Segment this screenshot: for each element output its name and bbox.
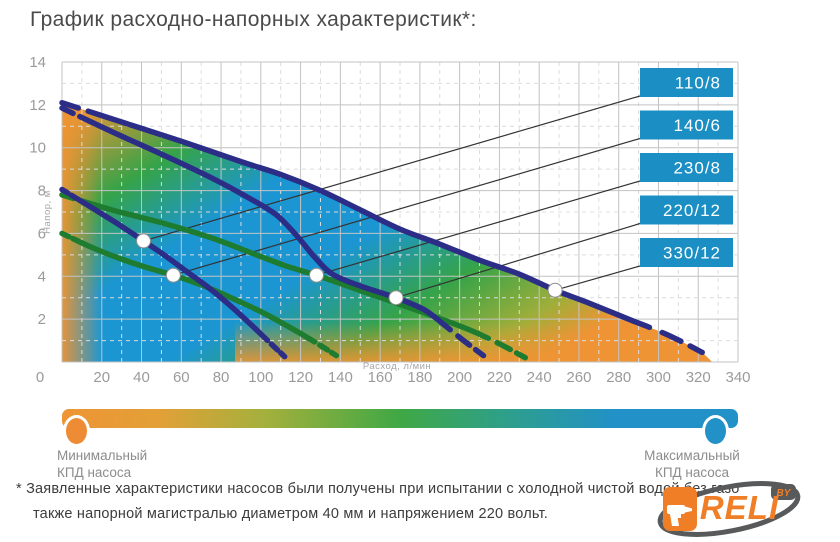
x-tick-label: 200 — [447, 369, 472, 386]
operating-point-dot — [136, 233, 152, 249]
x-tick-label: 100 — [248, 369, 273, 386]
x-tick-label: 180 — [407, 369, 432, 386]
x-tick-label: 160 — [368, 369, 393, 386]
x-axis-label: Расход, л/мин — [363, 361, 431, 372]
y-tick-label: 8 — [38, 183, 46, 200]
x-tick-label: 40 — [133, 369, 150, 386]
y-tick-label: 2 — [38, 311, 46, 328]
footnote-line-1: * Заявленные характеристики насосов были… — [16, 481, 740, 497]
operating-point-dot — [547, 282, 563, 298]
pump-label-text: 220/12 — [663, 201, 721, 220]
pump-label-box — [640, 238, 733, 267]
pump-curve-220/12 — [59, 105, 487, 359]
callout-line — [395, 222, 641, 299]
x-tick-label: 20 — [93, 369, 110, 386]
max-efficiency-line1: Максимальный — [644, 448, 740, 463]
logo-swoosh: BY — [657, 481, 801, 537]
x-tick-label: 120 — [288, 369, 313, 386]
flow-head-chart: 0 20 40 60 80 100 120 140 160 180 200 220 240 260 280 3… — [29, 54, 750, 386]
min-efficiency-line2: КПД насоса — [57, 465, 132, 480]
callout-line — [554, 265, 641, 291]
pump-label-box — [640, 110, 733, 140]
x-tick-label: 140 — [328, 369, 353, 386]
pump-label-text: 110/8 — [675, 74, 721, 93]
x-tick-label: 80 — [213, 369, 230, 386]
min-efficiency-label: Минимальный КПД насоса — [57, 447, 147, 481]
pump-label-text: 330/12 — [663, 244, 721, 263]
y-axis-label: Напор, м — [42, 190, 53, 234]
y-tick-label: 4 — [38, 268, 46, 285]
x-tick-label: 0 — [36, 369, 44, 386]
pump-label-text: 230/8 — [673, 159, 721, 178]
x-tick-label: 320 — [686, 369, 711, 386]
pump-label-box — [640, 153, 733, 182]
x-tick-label: 60 — [173, 369, 190, 386]
y-tick-label: 10 — [29, 140, 46, 157]
operating-point-dot — [308, 267, 324, 283]
dreli-logo: BY DRELI — [653, 477, 805, 539]
min-efficiency-line1: Минимальный — [57, 448, 148, 463]
x-tick-label: 260 — [566, 369, 591, 386]
efficiency-gradient-bar — [62, 409, 738, 428]
x-tick-label: 220 — [487, 369, 512, 386]
pump-curve-110/8 — [59, 186, 288, 360]
x-tick-label: 300 — [646, 369, 671, 386]
operating-point-dot — [388, 290, 404, 306]
y-tick-label: 12 — [29, 97, 46, 114]
x-tick-label: 340 — [725, 369, 750, 386]
callout-line — [143, 95, 641, 242]
x-tick-label: 240 — [527, 369, 552, 386]
pump-label-box — [640, 68, 733, 97]
min-efficiency-dot — [63, 415, 90, 447]
max-efficiency-dot — [702, 415, 729, 447]
callout-line — [316, 180, 641, 276]
operating-point-dot — [165, 267, 181, 283]
pump-label-box — [640, 195, 733, 225]
page-title: График расходно-напорных характеристик*: — [30, 8, 477, 31]
y-tick-label: 14 — [29, 54, 46, 71]
logo-by-text: BY — [777, 488, 792, 499]
pump-curve-330/12 — [59, 99, 705, 356]
max-efficiency-label: Максимальный КПД насоса — [632, 447, 752, 481]
logo-by-tag — [771, 484, 796, 500]
footnote-line-2: также напорной магистралью диаметром 40 … — [33, 506, 548, 522]
max-efficiency-line2: КПД насоса — [654, 465, 730, 480]
x-tick-label: 280 — [606, 369, 631, 386]
drill-icon — [667, 505, 692, 526]
pump-label-text: 140/6 — [673, 116, 721, 135]
y-tick-label: 6 — [38, 225, 46, 242]
